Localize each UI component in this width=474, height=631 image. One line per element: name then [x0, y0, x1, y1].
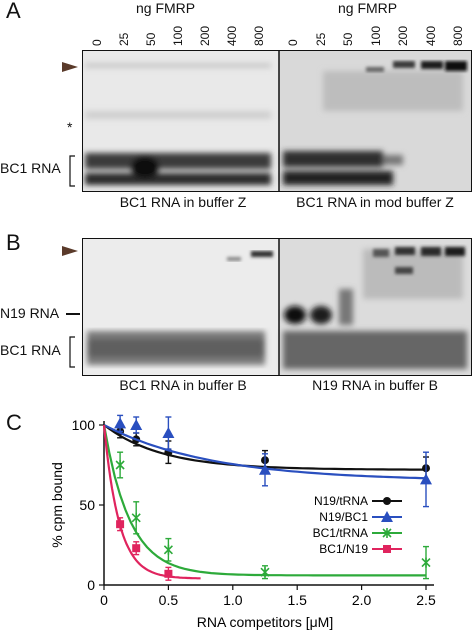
data-point	[383, 545, 391, 553]
n19-rna-label: N19 RNA	[0, 305, 60, 321]
legend-label: BC1/tRNA	[313, 526, 368, 540]
data-point	[421, 557, 431, 568]
legend-label: BC1/N19	[319, 542, 368, 556]
panel-a-letter: A	[6, 0, 21, 23]
data-point	[163, 544, 173, 555]
gel-panel-b-image	[83, 239, 471, 375]
legend-label: N19/tRNA	[314, 494, 368, 508]
lane-label: 200	[396, 25, 410, 46]
lane-label: 100	[171, 25, 185, 46]
x-tick-label: 2.0	[352, 592, 372, 608]
y-axis-label: % cpm bound	[49, 462, 65, 548]
gel-panel-b	[82, 238, 472, 376]
lane-label: 0	[286, 39, 300, 46]
data-point	[259, 463, 271, 475]
arrowhead-marker-b	[62, 244, 78, 262]
y-tick-label: 50	[79, 497, 95, 513]
series-line	[102, 424, 201, 580]
lane-label: 50	[144, 32, 158, 46]
caption-a-right: BC1 RNA in mod buffer Z	[296, 194, 454, 210]
lane-label: 400	[423, 25, 438, 46]
caption-a-left: BC1 RNA in buffer Z	[119, 194, 247, 210]
panel-b-letter: B	[6, 230, 21, 255]
x-axis-label: RNA competitors [μM]	[197, 614, 333, 630]
data-point	[162, 427, 175, 438]
data-point	[116, 520, 125, 529]
n19-tick	[66, 313, 80, 315]
panel-c-letter: C	[6, 410, 22, 435]
lane-label: 200	[198, 25, 212, 46]
data-point	[260, 567, 270, 578]
panel-a-header-right: ng FMRP	[338, 0, 398, 16]
binding-chart: 0 50 100 0 0.5 1.0 1.5 2.0 2.5 RNA competitors [μ…	[49, 414, 436, 630]
lane-label: 25	[117, 32, 131, 46]
asterisk-label: *	[67, 119, 73, 135]
lane-label: 50	[341, 32, 355, 46]
bc1-rna-label-b: BC1 RNA	[0, 342, 61, 358]
lane-label: 100	[368, 25, 383, 46]
data-point	[115, 460, 125, 470]
data-point	[114, 417, 127, 429]
lane-label: 25	[313, 32, 328, 46]
lane-label: 800	[451, 25, 465, 46]
x-tick-label: 0.5	[159, 592, 179, 608]
legend-label: N19/BC1	[319, 510, 368, 524]
lane-label: 400	[225, 25, 239, 46]
x-tick-label: 0	[100, 592, 108, 608]
data-point	[383, 497, 391, 505]
data-point	[164, 569, 173, 578]
caption-b-left: BC1 RNA in buffer B	[119, 377, 247, 393]
caption-b-right: N19 RNA in buffer B	[312, 377, 438, 393]
bracket-a	[68, 155, 76, 192]
data-point	[382, 528, 392, 538]
data-point	[130, 419, 143, 430]
lane-label: 800	[252, 25, 266, 46]
x-tick-label: 1.5	[287, 592, 307, 608]
data-point	[381, 511, 393, 522]
x-tick-label: 1.0	[223, 592, 243, 608]
data-point	[420, 473, 432, 485]
panel-a-header-left: ng FMRP	[136, 0, 196, 16]
data-point	[132, 544, 141, 553]
gel-panel-a	[82, 50, 472, 192]
bracket-b	[68, 336, 76, 373]
y-tick-label: 0	[87, 577, 95, 593]
arrowhead-marker-a	[62, 60, 78, 78]
y-tick-label: 100	[72, 417, 96, 433]
data-point	[131, 512, 141, 523]
gel-panel-a-image	[83, 51, 471, 191]
lane-label: 0	[90, 39, 104, 46]
bc1-rna-label-a: BC1 RNA	[0, 160, 61, 176]
x-tick-label: 2.5	[416, 592, 436, 608]
